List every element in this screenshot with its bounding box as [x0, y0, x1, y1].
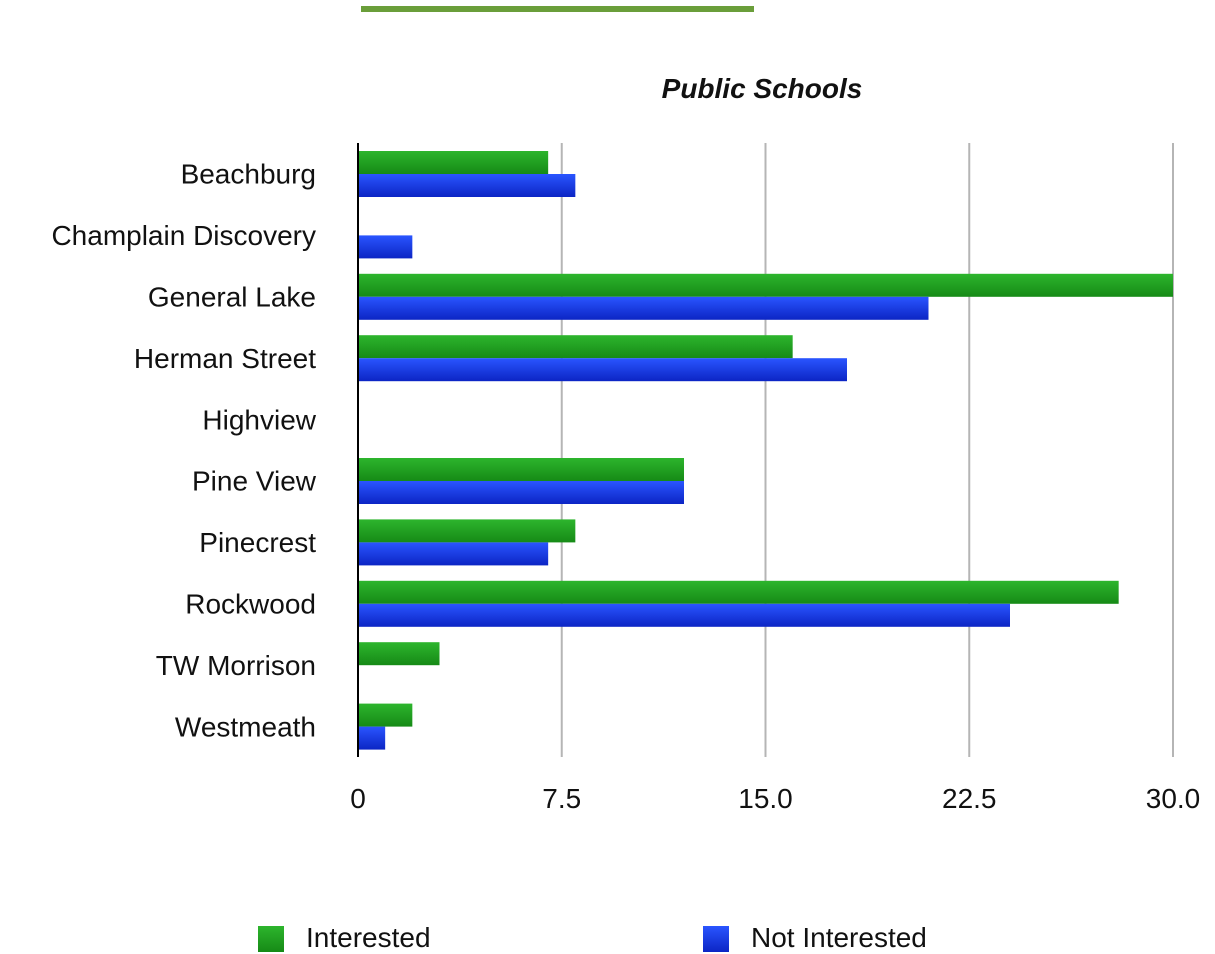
legend-swatch-not-interested [703, 926, 729, 952]
category-label-champlain-discovery: Champlain Discovery [51, 220, 316, 251]
bar-rockwood-not-interested [358, 603, 1010, 627]
x-tick-0: 0 [350, 783, 366, 814]
legend-item-not-interested: Not Interested [703, 922, 927, 953]
legend: Interested Not Interested [258, 922, 927, 953]
legend-label-not-interested: Not Interested [751, 922, 927, 953]
header-accent-bar [361, 6, 754, 12]
x-tick-7-5: 7.5 [542, 783, 581, 814]
bar-westmeath-interested [358, 703, 413, 727]
bars [358, 151, 1173, 750]
bar-general-lake-not-interested [358, 296, 929, 320]
category-label-herman-street: Herman Street [134, 343, 316, 374]
category-label-westmeath: Westmeath [175, 711, 316, 742]
bar-pinecrest-not-interested [358, 542, 549, 566]
chart-title: Public Schools [662, 73, 863, 104]
x-tick-15-0: 15.0 [738, 783, 793, 814]
bar-pinecrest-interested [358, 519, 576, 543]
category-label-rockwood: Rockwood [185, 589, 316, 620]
category-label-highview: Highview [202, 404, 316, 435]
legend-swatch-interested [258, 926, 284, 952]
category-label-beachburg: Beachburg [181, 159, 316, 190]
bar-general-lake-interested [358, 273, 1173, 297]
category-label-tw-morrison: TW Morrison [156, 650, 316, 681]
gridlines [560, 143, 1174, 757]
x-tick-22-5: 22.5 [942, 783, 997, 814]
x-tick-30-0: 30.0 [1146, 783, 1201, 814]
legend-item-interested: Interested [258, 922, 431, 953]
bar-beachburg-not-interested [358, 174, 576, 197]
bar-pine-view-interested [358, 458, 684, 481]
category-labels: Beachburg Champlain Discovery General Lake… [51, 159, 316, 743]
bar-champlain-discovery-not-interested [358, 235, 413, 259]
bar-westmeath-not-interested [358, 726, 386, 750]
bar-herman-street-not-interested [358, 358, 847, 382]
bar-beachburg-interested [358, 151, 549, 174]
category-label-pinecrest: Pinecrest [199, 527, 316, 558]
bar-tw-morrison-interested [358, 642, 440, 666]
category-label-pine-view: Pine View [192, 466, 317, 497]
legend-label-interested: Interested [306, 922, 431, 953]
x-tick-labels: 0 7.5 15.0 22.5 30.0 [350, 783, 1200, 814]
bar-rockwood-interested [358, 580, 1119, 604]
bar-pine-view-not-interested [358, 481, 684, 504]
category-label-general-lake: General Lake [148, 282, 316, 313]
bar-herman-street-interested [358, 335, 793, 359]
